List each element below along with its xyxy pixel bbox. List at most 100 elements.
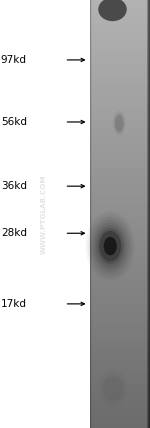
Bar (90, 268, 150, 270)
Bar (90, 104, 150, 106)
Bar (90, 0, 91, 428)
Bar (90, 371, 150, 372)
Bar (90, 94, 150, 95)
Bar (90, 177, 150, 178)
Bar (90, 345, 150, 347)
Bar (90, 226, 150, 227)
Bar (147, 0, 150, 428)
Bar (90, 21, 150, 23)
Bar (90, 380, 150, 381)
Bar (90, 74, 150, 76)
Bar (90, 0, 91, 428)
Bar (90, 44, 150, 46)
Bar (90, 47, 150, 48)
Bar (90, 297, 150, 298)
Bar (90, 217, 150, 218)
Bar (90, 106, 150, 107)
Text: 56kd: 56kd (1, 117, 27, 127)
Bar (90, 381, 150, 382)
Bar (90, 18, 150, 20)
Bar (90, 395, 150, 397)
Bar (90, 228, 150, 230)
Bar (90, 256, 150, 257)
Bar (90, 214, 150, 215)
Bar (90, 315, 150, 317)
Bar (90, 200, 150, 201)
Bar (90, 237, 150, 238)
Bar (90, 221, 150, 223)
Bar (90, 68, 150, 70)
Bar (90, 197, 150, 198)
Bar (90, 270, 150, 271)
Bar (90, 405, 150, 407)
Bar (90, 311, 150, 312)
Bar (90, 254, 150, 256)
Bar (90, 134, 150, 136)
Bar (90, 39, 150, 40)
Bar (90, 284, 150, 285)
Bar (90, 54, 150, 56)
Bar (90, 187, 150, 188)
Bar (90, 61, 150, 63)
Bar (90, 17, 150, 18)
Bar (90, 232, 150, 234)
Bar (90, 317, 150, 318)
Bar (90, 89, 150, 90)
Bar (90, 37, 150, 39)
Bar (90, 0, 91, 428)
Bar (90, 12, 150, 13)
Bar (90, 394, 150, 395)
Bar (90, 360, 150, 361)
Text: WWW.PTGLAB.COM: WWW.PTGLAB.COM (41, 174, 47, 254)
Bar (90, 404, 150, 405)
Bar (90, 174, 150, 175)
Ellipse shape (114, 112, 125, 135)
Bar (90, 76, 150, 77)
Bar (90, 412, 150, 414)
Bar (90, 385, 150, 386)
Bar (90, 322, 150, 324)
Bar (90, 65, 150, 67)
Bar (90, 367, 150, 368)
Ellipse shape (93, 223, 127, 270)
Bar (90, 273, 150, 274)
Bar (90, 368, 150, 369)
Bar (90, 401, 150, 402)
Bar (90, 325, 150, 327)
Bar (90, 131, 150, 133)
Bar (90, 318, 150, 320)
Text: 28kd: 28kd (1, 228, 27, 238)
Bar (90, 67, 150, 68)
Ellipse shape (113, 110, 126, 136)
Bar (90, 7, 150, 9)
Bar (90, 171, 150, 172)
Bar (90, 231, 150, 232)
Ellipse shape (100, 372, 127, 405)
Bar (90, 347, 150, 348)
Bar (149, 0, 150, 428)
Bar (90, 154, 150, 155)
Bar (90, 53, 150, 54)
Bar (90, 194, 150, 196)
Bar (90, 204, 150, 205)
Bar (90, 227, 150, 228)
Bar (90, 16, 150, 17)
Bar (90, 114, 150, 116)
Bar (90, 64, 150, 65)
Bar (90, 374, 150, 375)
Bar (90, 342, 150, 344)
Bar (90, 0, 91, 428)
Bar (90, 215, 150, 217)
Bar (90, 295, 150, 297)
Bar (90, 238, 150, 240)
Bar (90, 382, 150, 384)
Bar (90, 63, 150, 64)
Bar (90, 410, 150, 411)
Bar (90, 355, 150, 357)
Bar (90, 33, 150, 34)
Bar (90, 260, 150, 261)
Bar (90, 234, 150, 235)
Bar (90, 210, 150, 211)
Bar (90, 202, 150, 204)
Bar (90, 211, 150, 213)
